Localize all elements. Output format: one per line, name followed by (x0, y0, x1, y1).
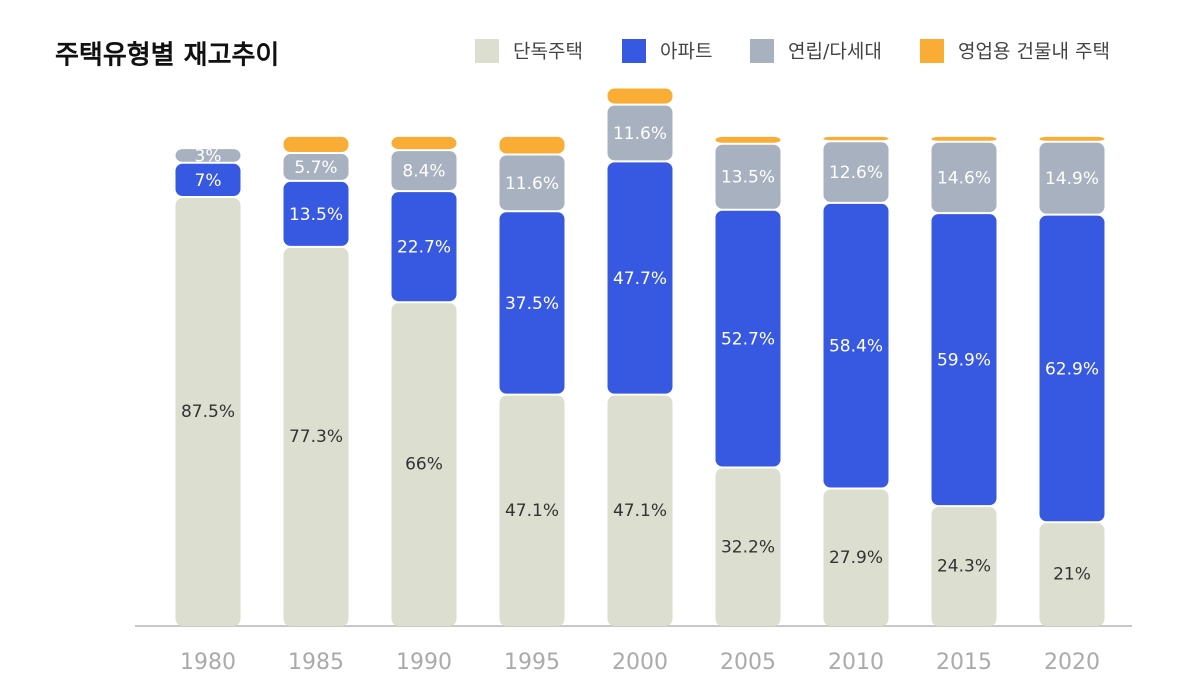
bar-segment (823, 136, 889, 141)
x-tick-label: 2010 (828, 650, 884, 675)
bar-segment (391, 151, 457, 191)
bar-segment (715, 136, 781, 143)
data-label: 12.6% (829, 163, 883, 183)
x-tick-label: 1985 (288, 650, 344, 675)
data-label: 7% (195, 171, 222, 191)
data-label: 37.5% (505, 294, 559, 314)
bar-segment (1039, 215, 1105, 522)
bar-segment (823, 489, 889, 626)
bar-segment (1039, 136, 1105, 141)
legend-label: 아파트 (660, 41, 712, 63)
chart-title: 주택유형별 재고추이 (55, 41, 279, 71)
data-label: 14.9% (1045, 169, 1099, 189)
bar-segment (283, 181, 349, 246)
bar-segment (283, 136, 349, 153)
legend-swatch (750, 39, 774, 63)
legend-swatch (920, 39, 944, 63)
bar-segment (931, 214, 997, 506)
data-label: 52.7% (721, 330, 775, 350)
x-tick-label: 2015 (936, 650, 992, 675)
bar-segment (1039, 142, 1105, 214)
legend-label: 연립/다세대 (788, 41, 882, 63)
data-label: 87.5% (181, 402, 235, 422)
data-label: 77.3% (289, 427, 343, 447)
bar-segment (283, 154, 349, 180)
x-tick-label: 1995 (504, 650, 560, 675)
bar-segment (175, 163, 241, 197)
data-label: 21% (1053, 565, 1091, 585)
bar-segment (607, 395, 673, 626)
bar-segment (499, 136, 565, 154)
data-label: 3% (195, 146, 222, 166)
bar-segment (931, 507, 997, 626)
bar-segment (607, 88, 673, 104)
data-label: 14.6% (937, 168, 991, 188)
x-tick-label: 2000 (612, 650, 668, 675)
data-label: 11.6% (505, 174, 559, 194)
bar-segment (175, 149, 241, 162)
legend-label: 단독주택 (513, 41, 583, 63)
data-label: 13.5% (289, 205, 343, 225)
data-label: 22.7% (397, 238, 451, 258)
bar-segment (499, 395, 565, 626)
x-tick-label: 2020 (1044, 650, 1100, 675)
data-label: 27.9% (829, 548, 883, 568)
x-tick-label: 2005 (720, 650, 776, 675)
bar-segment (607, 105, 673, 161)
legend-swatch (622, 39, 646, 63)
bar-segment (1039, 523, 1105, 626)
legend-label: 영업용 건물내 주택 (958, 41, 1110, 63)
bar-segment (391, 136, 457, 150)
x-tick-label: 1980 (180, 650, 236, 675)
data-label: 47.1% (505, 501, 559, 521)
data-label: 66% (405, 455, 443, 475)
data-label: 59.9% (937, 351, 991, 371)
x-tick-label: 1990 (396, 650, 452, 675)
data-label: 11.6% (613, 124, 667, 144)
legend-swatch (475, 39, 499, 63)
bar-segment (715, 144, 781, 209)
bar-segment (391, 192, 457, 302)
data-label: 8.4% (402, 162, 445, 182)
data-label: 24.3% (937, 557, 991, 577)
data-label: 58.4% (829, 337, 883, 357)
data-label: 5.7% (294, 158, 337, 178)
bar-segment (823, 142, 889, 202)
data-label: 13.5% (721, 168, 775, 188)
bar-segment (175, 198, 241, 626)
bar-segment (931, 142, 997, 213)
bar-segment (715, 210, 781, 467)
bar-segment (391, 303, 457, 626)
data-label: 47.7% (613, 269, 667, 289)
bar-segment (715, 468, 781, 626)
bar-segment (499, 212, 565, 394)
bar-segment (499, 155, 565, 211)
bar-segment (823, 203, 889, 488)
data-label: 47.1% (613, 501, 667, 521)
data-label: 62.9% (1045, 359, 1099, 379)
data-label: 32.2% (721, 537, 775, 557)
bar-segment (931, 136, 997, 141)
bar-segment (607, 162, 673, 394)
bar-segment (283, 247, 349, 626)
